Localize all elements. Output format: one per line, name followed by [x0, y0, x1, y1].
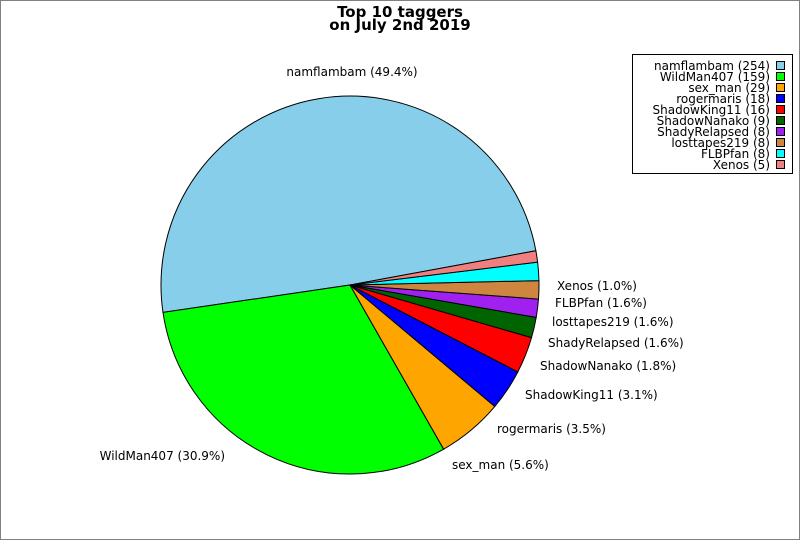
legend-swatch-sex-man: [776, 83, 785, 92]
legend-swatch-wildman407: [776, 72, 785, 81]
slice-label-shadowking11: ShadowKing11 (3.1%): [525, 388, 658, 402]
slice-label-wildman407: WildMan407 (30.9%): [100, 449, 225, 463]
legend-entry-xenos: Xenos (5): [713, 158, 770, 172]
slice-labels: namflambam (49.4%) WildMan407 (30.9%) sex_…: [100, 65, 684, 472]
legend-entry-wildman407: WildMan407 (159): [660, 70, 770, 84]
legend-swatch-shadyrelapsed: [776, 127, 785, 136]
legend-entry-losttapes219: losttapes219 (8): [671, 136, 770, 150]
legend-entry-sex-man: sex_man (29): [688, 81, 770, 95]
chart-title-line-1: Top 10 taggers: [337, 3, 463, 21]
legend-entry-shadownanako: ShadowNanako (9): [657, 114, 770, 128]
pie-slice-namflambam: [160, 95, 537, 313]
legend-swatch-flbpfan: [776, 149, 785, 158]
slice-label-flbpfan: FLBPfan (1.6%): [555, 296, 647, 310]
legend: namflambam (254)WildMan407 (159)sex_man …: [632, 54, 793, 174]
pie-slice-wildman407: [162, 284, 445, 475]
slice-label-rogermaris: rogermaris (3.5%): [497, 422, 606, 436]
legend-entry-flbpfan: FLBPfan (8): [701, 147, 770, 161]
legend-entry-shadowking11: ShadowKing11 (16): [653, 103, 771, 117]
pie-slice-xenos: [349, 250, 539, 286]
pie-slices: [160, 95, 540, 475]
legend-swatch-shadowking11: [776, 105, 785, 114]
legend-swatch-xenos: [776, 160, 785, 169]
legend-entry-namflambam: namflambam (254): [654, 59, 770, 73]
slice-label-shadyrelapsed: ShadyRelapsed (1.6%): [548, 336, 684, 350]
slice-label-xenos: Xenos (1.0%): [557, 279, 637, 293]
legend-swatch-losttapes219: [776, 138, 785, 147]
slice-label-namflambam: namflambam (49.4%): [286, 65, 417, 79]
legend-swatch-rogermaris: [776, 94, 785, 103]
slice-label-sex-man: sex_man (5.6%): [452, 458, 549, 472]
chart-title-line-2: on July 2nd 2019: [329, 16, 470, 34]
legend-swatch-shadownanako: [776, 116, 785, 125]
slice-label-shadownanako: ShadowNanako (1.8%): [540, 359, 676, 373]
legend-swatch-namflambam: [776, 61, 785, 70]
legend-entry-rogermaris: rogermaris (18): [676, 92, 770, 106]
legend-box: [632, 54, 793, 174]
slice-label-losttapes219: losttapes219 (1.6%): [552, 315, 674, 329]
legend-entry-shadyrelapsed: ShadyRelapsed (8): [657, 125, 770, 139]
